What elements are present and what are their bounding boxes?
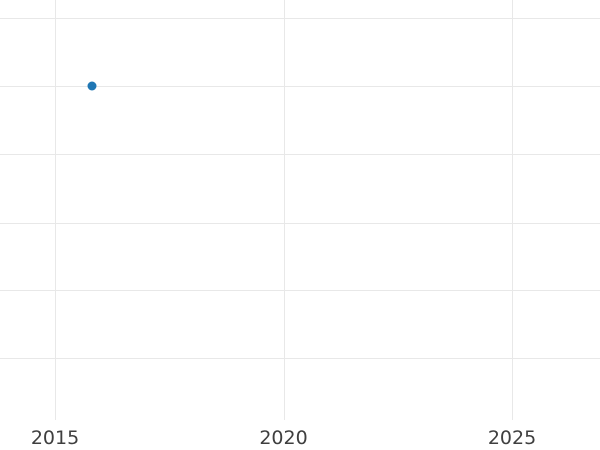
- gridline-horizontal: [0, 358, 600, 359]
- x-tick-label: 2025: [487, 427, 537, 449]
- gridline-horizontal: [0, 18, 600, 19]
- gridline-horizontal: [0, 223, 600, 224]
- gridline-horizontal: [0, 154, 600, 155]
- gridline-horizontal: [0, 290, 600, 291]
- x-tick-label: 2015: [30, 427, 80, 449]
- x-tick-label: 2020: [259, 427, 308, 449]
- data-point-marker: [87, 81, 97, 91]
- gridline-vertical: [283, 0, 285, 420]
- gridline-vertical: [55, 0, 56, 420]
- gridline-vertical: [512, 0, 513, 420]
- gridline-horizontal: [0, 86, 600, 87]
